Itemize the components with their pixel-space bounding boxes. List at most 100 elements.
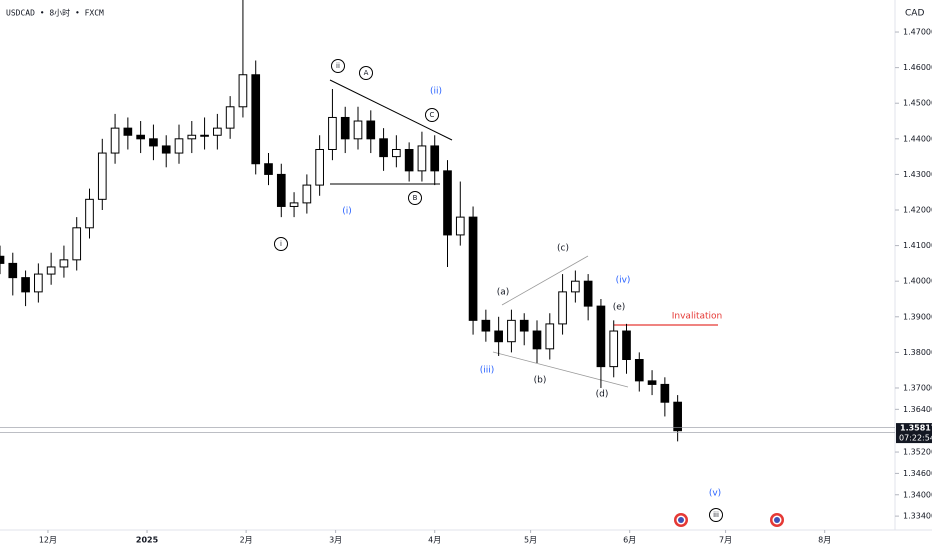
wave-label: i — [280, 240, 282, 248]
candle-body — [634, 359, 644, 382]
candle-body — [136, 134, 145, 140]
y-tick-label: 1.47000 — [903, 28, 932, 37]
y-tick-label: 1.45000 — [903, 99, 932, 108]
candle-body — [558, 291, 567, 325]
candle — [136, 121, 145, 154]
candle — [8, 252, 18, 296]
candle — [507, 309, 516, 353]
candle-body — [583, 280, 593, 307]
candle-body — [225, 106, 235, 129]
candle — [532, 320, 542, 364]
candle-body — [609, 330, 619, 368]
candle-body — [392, 148, 401, 158]
wave-circle — [425, 108, 439, 122]
candle-body — [85, 198, 94, 229]
candle — [187, 121, 197, 154]
x-tick-label: 6月 — [623, 536, 636, 545]
wave-label: (c) — [557, 244, 569, 254]
wave-label: C — [430, 111, 435, 119]
candle — [430, 135, 440, 186]
y-tick-label: 1.35200 — [903, 448, 932, 457]
flag-icon — [674, 513, 688, 527]
candle-body — [187, 134, 197, 140]
wave-label: (b) — [534, 376, 547, 386]
candle-body — [161, 145, 171, 154]
wave-circle — [709, 508, 723, 522]
candle-body — [545, 323, 555, 350]
wave-circle — [408, 191, 422, 205]
currency-label: CAD — [905, 9, 924, 19]
candle-body — [571, 280, 580, 293]
x-tick-label: 4月 — [428, 536, 441, 545]
candle-body — [622, 330, 631, 361]
candle — [276, 163, 286, 218]
candle — [494, 316, 503, 356]
wave-label: (d) — [596, 390, 609, 400]
candle-body — [404, 148, 414, 172]
y-tick-label: 1.43000 — [903, 170, 932, 179]
candle-body — [443, 170, 452, 236]
candle-body — [97, 152, 107, 200]
chart-title: USDCAD • 8小时 • FXCM — [6, 8, 104, 18]
candle — [392, 135, 401, 168]
candle — [379, 128, 388, 171]
candle — [174, 124, 184, 164]
candle — [110, 113, 120, 164]
trend-line — [501, 255, 589, 306]
candle — [34, 263, 43, 303]
candle — [673, 395, 682, 442]
candle-body — [379, 138, 388, 158]
y-tick-label: 1.40000 — [903, 277, 932, 286]
y-tick-label: 1.44000 — [903, 134, 932, 143]
candle — [21, 270, 30, 307]
candle — [404, 142, 414, 182]
wave-label: (i) — [342, 207, 352, 217]
candle — [609, 320, 619, 378]
y-tick-label: 1.39000 — [903, 312, 932, 321]
flag-icon — [770, 513, 784, 527]
candle — [213, 113, 222, 150]
candle-body — [264, 163, 273, 175]
candle — [647, 370, 657, 396]
countdown-label: 07:22:54 — [899, 434, 932, 443]
candle-body — [417, 145, 427, 172]
wave-label: A — [364, 69, 369, 77]
candle-body — [238, 74, 248, 108]
candle-body — [0, 255, 5, 264]
candle-body — [315, 148, 324, 186]
candle-body — [340, 116, 350, 140]
candle-body — [59, 259, 69, 268]
candle-body — [110, 127, 120, 154]
candle-body — [302, 184, 312, 204]
candle — [366, 110, 376, 154]
wave-label: Invalitation — [672, 312, 722, 322]
wave-label: iii — [713, 511, 719, 519]
candle — [634, 352, 644, 392]
x-tick-label: 2月 — [240, 536, 253, 545]
candle — [46, 252, 56, 285]
candle-body — [596, 305, 606, 368]
candle-body — [251, 74, 261, 165]
candle-body — [468, 216, 478, 321]
candle-body — [494, 330, 503, 343]
candle — [558, 274, 567, 335]
candle-body — [213, 127, 222, 136]
candle — [481, 309, 491, 342]
candle — [225, 96, 235, 139]
y-tick-label: 1.37000 — [903, 383, 932, 392]
last-price-box — [896, 423, 932, 444]
y-tick-label: 1.42000 — [903, 206, 932, 215]
candle-body — [149, 138, 158, 147]
candle — [660, 377, 670, 417]
candle-body — [8, 262, 18, 279]
candle — [545, 313, 555, 360]
candle-body — [123, 127, 133, 136]
candle — [72, 217, 82, 271]
wave-circle — [274, 237, 288, 251]
candle — [417, 131, 427, 182]
candle — [328, 88, 337, 161]
trend-line — [492, 351, 629, 388]
wave-circle — [331, 59, 345, 73]
x-tick-label: 3月 — [329, 536, 342, 545]
